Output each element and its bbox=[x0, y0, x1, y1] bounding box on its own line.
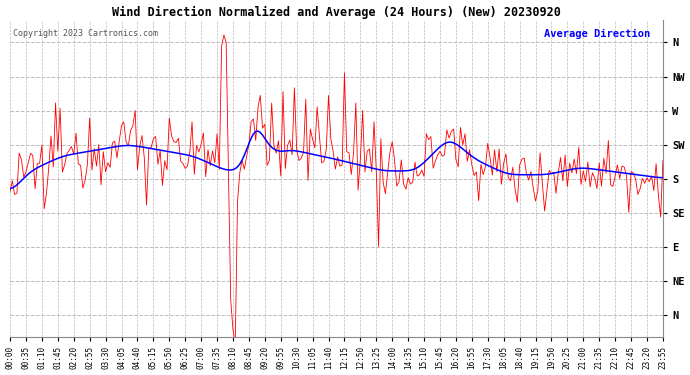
Text: Average Direction: Average Direction bbox=[544, 29, 650, 39]
Text: Copyright 2023 Cartronics.com: Copyright 2023 Cartronics.com bbox=[13, 29, 158, 38]
Title: Wind Direction Normalized and Average (24 Hours) (New) 20230920: Wind Direction Normalized and Average (2… bbox=[112, 6, 561, 19]
